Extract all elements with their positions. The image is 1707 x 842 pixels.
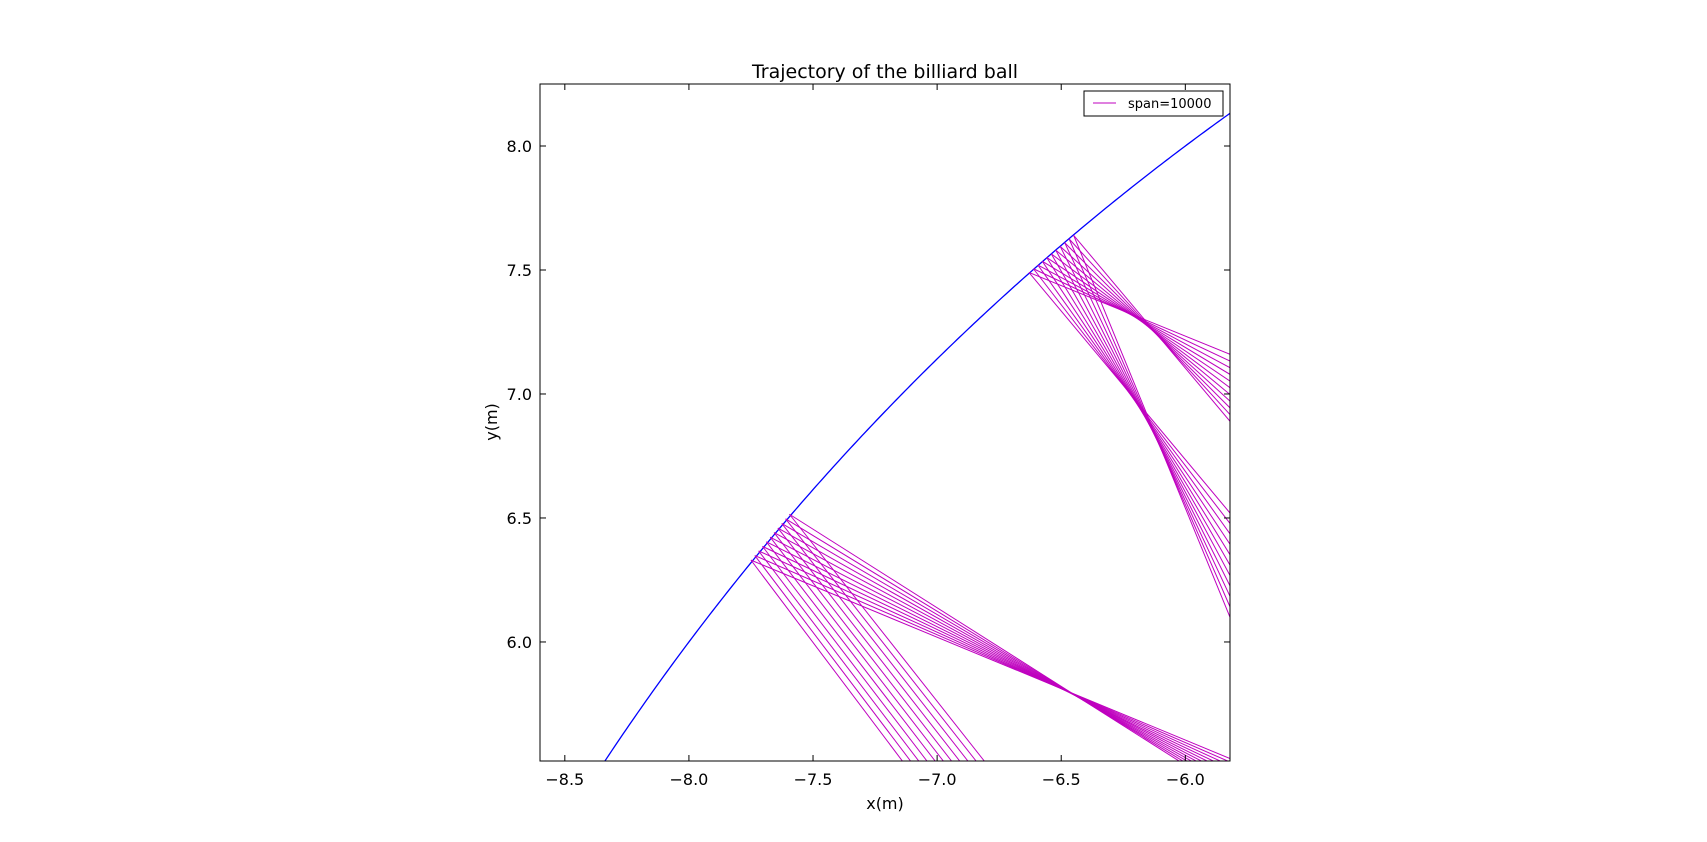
trajectory-line-3-8 xyxy=(1064,242,1230,597)
chart-title: Trajectory of the billiard ball xyxy=(751,61,1018,83)
trajectory-line-1-2 xyxy=(758,550,920,761)
x-tick-label: −6.5 xyxy=(1042,770,1081,789)
legend-label-span: span=10000 xyxy=(1128,97,1211,112)
y-axis-label: y(m) xyxy=(482,403,501,441)
trajectory-line-3-9 xyxy=(1068,238,1230,607)
x-tick-label: −8.0 xyxy=(669,770,708,789)
trajectory-line-0-8 xyxy=(781,522,1188,761)
trajectory-line-2-9 xyxy=(1068,238,1230,415)
trajectory-layer xyxy=(604,112,1230,761)
trajectory-line-1-1 xyxy=(754,555,911,761)
trajectory-line-2-8 xyxy=(1064,242,1230,409)
y-tick-label: 6.0 xyxy=(507,633,532,652)
trajectory-line-0-3 xyxy=(762,545,1215,761)
trajectory-line-0-4 xyxy=(766,541,1209,761)
trajectory-line-1-3 xyxy=(762,546,928,761)
x-axis-label: x(m) xyxy=(866,794,904,813)
trajectory-line-0-7 xyxy=(777,527,1193,761)
trajectory-line-1-6 xyxy=(773,532,952,761)
trajectory-line-1-4 xyxy=(765,541,936,761)
trajectory-line-0-5 xyxy=(769,536,1203,761)
plot-frame xyxy=(539,83,1231,762)
trajectory-line-0-2 xyxy=(758,550,1222,761)
trajectory-line-3-7 xyxy=(1059,246,1230,587)
trajectory-line-0-6 xyxy=(773,532,1198,761)
x-tick-label: −7.0 xyxy=(918,770,957,789)
y-tick-label: 7.5 xyxy=(507,261,532,280)
trajectory-line-1-0 xyxy=(750,559,903,761)
x-tick-label: −8.5 xyxy=(545,770,584,789)
legend: span=10000 xyxy=(1083,90,1224,117)
ticks-layer: −8.5 −8.0 −7.5 −7.0 −6.5 −6.0 6.0 6.5 7.0 7.5 8.0 xyxy=(507,84,1230,789)
trajectory-line-1-8 xyxy=(781,523,969,761)
trajectory-line-1-10 xyxy=(789,513,985,761)
trajectory-line-0-9 xyxy=(785,518,1184,761)
trajectory-line-3-6 xyxy=(1055,249,1230,576)
trajectory-line-0-0 xyxy=(750,559,1230,759)
trajectory-line-3-10 xyxy=(1073,235,1230,618)
trajectory-line-1-9 xyxy=(785,518,977,761)
x-tick-label: −7.5 xyxy=(794,770,833,789)
y-tick-label: 6.5 xyxy=(507,509,532,528)
trajectory-line-2-10 xyxy=(1073,234,1230,422)
trajectory-line-1-7 xyxy=(777,527,961,761)
y-tick-label: 8.0 xyxy=(507,137,532,156)
trajectory-line-1-5 xyxy=(769,536,944,761)
boundary-arc xyxy=(604,112,1230,761)
y-tick-label: 7.0 xyxy=(507,385,532,404)
x-tick-label: −6.0 xyxy=(1166,770,1205,789)
trajectory-line-0-10 xyxy=(789,513,1181,761)
